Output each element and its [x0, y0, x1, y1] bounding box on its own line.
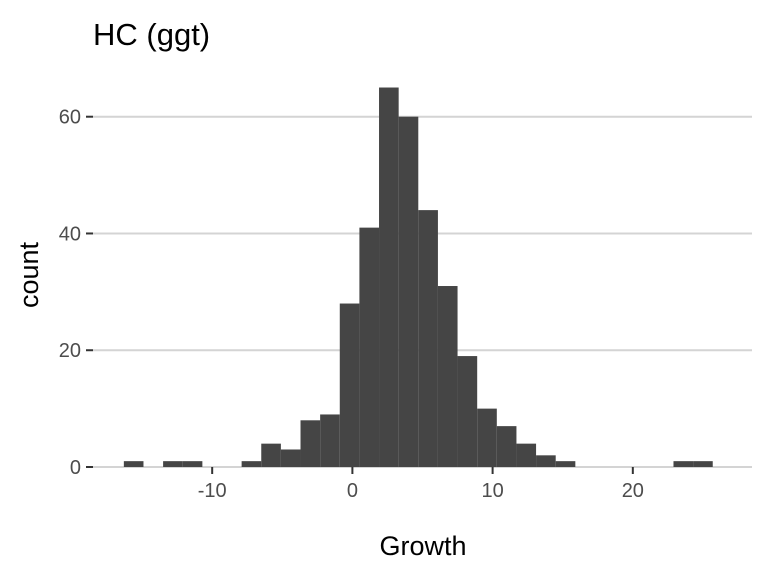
histogram-bar	[437, 286, 458, 467]
histogram-bar	[300, 420, 321, 467]
histogram-bar	[163, 461, 183, 467]
histogram-bar	[555, 461, 576, 467]
y-tick-label: 60	[59, 107, 81, 129]
y-axis: 0 20 40 60	[59, 107, 93, 479]
histogram-bar	[280, 449, 301, 467]
histogram-bar	[182, 461, 203, 467]
histogram-bar	[536, 455, 556, 467]
histogram-bars	[123, 87, 713, 468]
y-axis-label: count	[14, 241, 44, 308]
histogram-bar	[359, 227, 380, 467]
histogram-bar	[496, 426, 517, 467]
y-tick-label: 0	[70, 457, 81, 479]
histogram-bar	[693, 461, 713, 467]
y-tick-label: 40	[59, 223, 81, 245]
histogram-bar	[379, 87, 399, 467]
histogram-bar	[418, 210, 438, 467]
histogram-bar	[320, 414, 340, 467]
histogram-bar	[339, 303, 360, 467]
histogram-bar	[398, 116, 419, 468]
x-axis-label: Growth	[379, 531, 466, 561]
x-axis: -10 0 10 20	[198, 467, 644, 502]
y-tick-label: 20	[59, 340, 81, 362]
histogram-bar	[516, 443, 537, 467]
x-tick-label: 0	[347, 480, 358, 502]
histogram-bar	[477, 408, 497, 467]
histogram-bar	[261, 443, 281, 467]
histogram-bar	[457, 356, 478, 467]
histogram-bar	[673, 461, 694, 467]
histogram-bar	[241, 461, 262, 467]
x-tick-label: 20	[622, 480, 644, 502]
histogram-bar	[123, 461, 144, 467]
x-tick-label: 10	[481, 480, 503, 502]
chart-title: HC (ggt)	[93, 17, 210, 52]
x-tick-label: -10	[198, 480, 227, 502]
